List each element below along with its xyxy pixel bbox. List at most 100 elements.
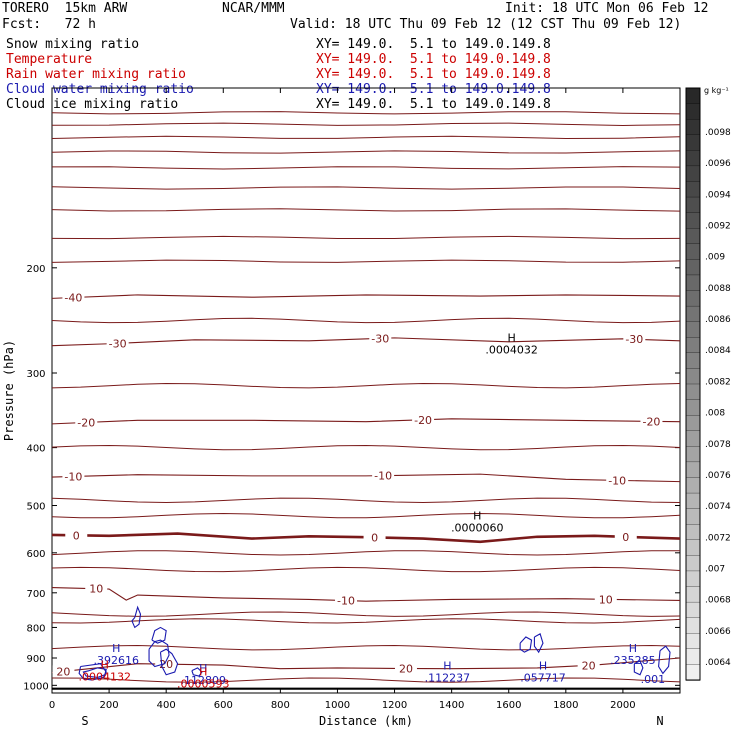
cloud-water-contour — [633, 660, 644, 676]
legend-xy-3: XY= 149.0. 5.1 to 149.0.149.8 — [316, 82, 551, 97]
colorbar-label: .0074 — [705, 502, 731, 512]
y-tick-label: 500 — [26, 502, 45, 513]
colorbar-cell — [685, 103, 701, 120]
temperature-contour-line — [51, 550, 681, 556]
colorbar-cell — [685, 274, 701, 292]
colorbar-cell — [685, 430, 701, 447]
upper-contour-line — [51, 135, 681, 140]
colorbar-cell — [685, 228, 701, 245]
colorbar-cell — [685, 352, 701, 370]
contour-label-bg — [62, 470, 85, 483]
high-marker: H — [443, 659, 451, 672]
colorbar-cell — [685, 368, 701, 385]
temperature-contour-label: -20 — [642, 415, 660, 428]
high-marker: H — [101, 659, 109, 672]
max-value-label: .112809 — [181, 674, 227, 687]
legend-label-1: Temperature — [6, 52, 93, 67]
y-axis-title: Pressure (hPa) — [2, 340, 16, 441]
legend-xy-1: XY= 149.0. 5.1 to 149.0.149.8 — [316, 52, 551, 67]
colorbar-label: .0064 — [705, 658, 731, 668]
cloud-water-contour — [519, 636, 533, 653]
contour-label-bg — [577, 659, 600, 672]
colorbar-cell — [685, 134, 701, 151]
max-value-label: .0000593 — [177, 677, 230, 690]
forecast-hour: Fcst: 72 h — [2, 17, 96, 32]
temperature-contour-label: -30 — [371, 332, 389, 345]
colorbar-label: .0088 — [705, 284, 731, 294]
colorbar-cell — [685, 586, 701, 603]
temperature-contour-line — [51, 317, 681, 324]
model-title: TORERO 15km ARW — [2, 1, 128, 16]
init-time: Init: 18 UTC Mon 06 Feb 12 — [505, 1, 709, 16]
colorbar-cell — [685, 259, 701, 276]
legend-xy-4: XY= 149.0. 5.1 to 149.0.149.8 — [316, 97, 551, 112]
temperature-contour-10 — [51, 587, 681, 602]
x-axis-title: Distance (km) — [319, 714, 413, 728]
contour-label-bg — [394, 662, 417, 675]
upper-contour-line — [51, 259, 681, 263]
contour-label-bg — [52, 665, 75, 678]
max-value-label: .392616 — [93, 654, 139, 667]
contour-label-bg — [65, 529, 88, 542]
temperature-contour-label: 0 — [73, 529, 80, 542]
x-tick-label: 2000 — [610, 700, 635, 711]
temperature-contour-label: -10 — [608, 474, 626, 487]
upper-contour-line — [51, 208, 681, 212]
valid-time: Valid: 18 UTC Thu 09 Feb 12 (12 CST Thu … — [290, 17, 682, 32]
upper-contour-line — [51, 111, 681, 115]
colorbar-cell — [685, 664, 701, 681]
upper-contour-line — [51, 150, 681, 154]
temperature-contour-label: -10 — [374, 470, 392, 483]
colorbar-cell — [685, 181, 701, 198]
temperature-contour-label: 20 — [582, 659, 596, 672]
colorbar-label: .0086 — [705, 315, 731, 325]
contour-label-bg — [640, 415, 663, 428]
temperature-contour-line — [51, 382, 681, 389]
colorbar-label: .0082 — [705, 377, 731, 387]
x-endpoint-right: N — [656, 714, 663, 728]
max-value-label: .001 — [641, 673, 666, 686]
contour-label-bg — [335, 594, 358, 607]
cloud-water-contour — [658, 645, 671, 675]
high-marker: H — [473, 509, 481, 522]
x-tick-label: 1600 — [496, 700, 521, 711]
high-marker: H — [539, 659, 547, 672]
colorbar-cell — [685, 617, 701, 634]
temperature-contour-label: 20 — [399, 663, 413, 676]
contour-label-bg — [363, 531, 386, 544]
colorbar-label: .0078 — [705, 440, 731, 450]
colorbar-cell — [685, 633, 701, 650]
temperature-contour-label: -10 — [64, 470, 82, 483]
high-marker: H — [199, 665, 207, 678]
temperature-contour--10 — [51, 473, 681, 483]
upper-contour-line — [51, 186, 681, 190]
contour-label-bg — [369, 332, 392, 345]
x-tick-label: 0 — [49, 700, 55, 711]
temperature-contour-line — [51, 645, 681, 651]
colorbar-label: .0084 — [705, 346, 731, 356]
legend-xy-0: XY= 149.0. 5.1 to 149.0.149.8 — [316, 37, 551, 52]
temperature-contour-label: -10 — [337, 595, 355, 608]
colorbar-cell — [685, 165, 701, 183]
cloud-water-contour — [131, 605, 142, 629]
colorbar-label: .0098 — [705, 128, 731, 138]
temperature-contour-line — [51, 444, 681, 451]
colorbar-label: .0076 — [705, 471, 731, 481]
temperature-contour-label: 0 — [622, 531, 629, 544]
temperature-contour-label: 10 — [599, 593, 613, 606]
upper-contour-line — [51, 166, 681, 170]
colorbar-cell — [685, 150, 701, 167]
colorbar-unit: g kg⁻¹ — [704, 86, 729, 95]
temperature-contour-label: -40 — [64, 292, 82, 305]
colorbar-label: .0094 — [705, 190, 731, 200]
temperature-contour-label: 20 — [56, 665, 70, 678]
colorbar-cell — [685, 492, 701, 510]
colorbar-cell — [685, 196, 701, 214]
temperature-contour-line — [51, 566, 681, 573]
y-tick-label: 400 — [26, 444, 45, 455]
contour-label-bg — [623, 333, 646, 346]
temperature-contour-label: -30 — [625, 333, 643, 346]
y-tick-label: 200 — [26, 264, 45, 275]
